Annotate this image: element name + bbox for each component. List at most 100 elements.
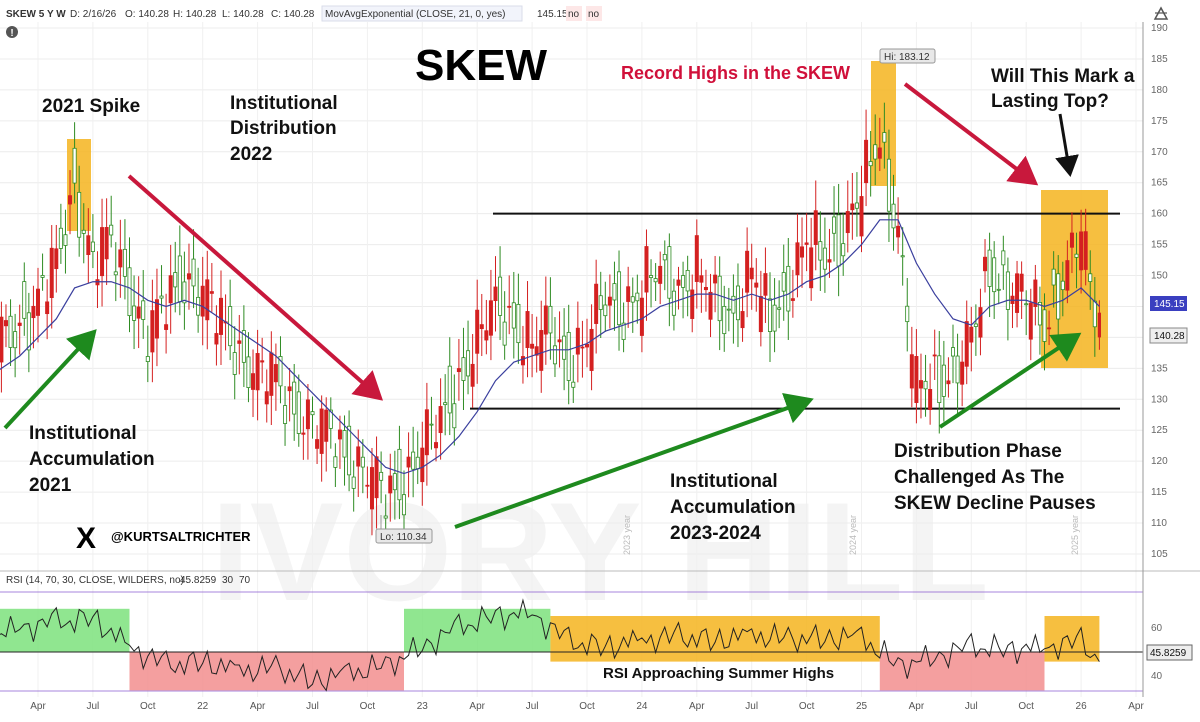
candle-body — [315, 439, 320, 449]
candle-body — [154, 299, 159, 339]
candle-body — [488, 300, 493, 336]
candle-body — [566, 331, 571, 381]
candle-body — [305, 399, 310, 430]
rsi-y-axis: 40 60 — [1151, 623, 1163, 682]
candle-body — [859, 196, 864, 237]
candle-body — [630, 296, 635, 303]
candle-body — [713, 274, 718, 284]
y-tick-label: 170 — [1151, 147, 1168, 158]
candle-body — [328, 409, 333, 429]
candle-body — [214, 333, 219, 345]
candle-body — [374, 456, 379, 499]
rsi-lo: 30 — [222, 575, 234, 586]
candle-body — [81, 229, 86, 234]
candle-body — [356, 446, 361, 467]
candle-body — [260, 360, 265, 363]
candle-body — [145, 356, 150, 363]
candle-body — [552, 345, 557, 365]
candle-body — [205, 279, 210, 321]
candle-body — [383, 515, 388, 519]
accum2021-note-1: Institutional — [29, 423, 137, 444]
rsi-zone-green — [0, 608, 130, 652]
candle-body — [401, 494, 406, 516]
x-tick-label: Oct — [1018, 701, 1034, 712]
candle-body — [1079, 231, 1084, 271]
candle-body — [177, 255, 182, 303]
candle-body — [918, 380, 923, 389]
lo-label: Lo: 110.34 — [380, 532, 427, 543]
candle-body — [923, 380, 928, 390]
candle-body — [845, 211, 850, 234]
candle-body — [122, 248, 127, 277]
candle-body — [525, 311, 530, 349]
candle-body — [781, 272, 786, 292]
year-marker: 2024 year — [848, 515, 858, 555]
candle-body — [571, 381, 576, 388]
candle-body — [1088, 273, 1093, 282]
y-tick-label: 175 — [1151, 116, 1168, 127]
candle-body — [479, 324, 484, 330]
candle-body — [232, 352, 237, 375]
x-tick-label: 23 — [417, 701, 429, 712]
candle-body — [182, 281, 187, 304]
rsi-label[interactable]: RSI (14, 70, 30, CLOSE, WILDERS, no) — [6, 575, 184, 586]
y-tick-label: 105 — [1151, 549, 1168, 560]
candle-body — [667, 246, 672, 299]
candle-body — [877, 147, 882, 159]
candle-body — [470, 363, 475, 387]
candle-body — [1092, 300, 1097, 328]
candle-body — [580, 346, 585, 349]
candle-body — [827, 259, 832, 263]
phase-note-2: Challenged As The — [894, 467, 1064, 488]
close-tag-value: 140.28 — [1154, 331, 1185, 342]
candle-body — [703, 287, 708, 291]
candle-body — [278, 356, 283, 387]
candle-body — [639, 297, 644, 336]
candle-body — [1083, 231, 1088, 270]
red-arrow-record — [903, 82, 1039, 186]
candle-body — [585, 343, 590, 348]
candle-body — [429, 423, 434, 426]
candle-body — [722, 305, 727, 335]
flag-chip-2[interactable] — [586, 6, 602, 21]
candle-body — [882, 132, 887, 143]
flag-chip-1[interactable] — [566, 6, 582, 21]
x-tick-label: Oct — [360, 701, 376, 712]
candle-body — [255, 353, 260, 391]
candle-body — [1024, 303, 1029, 306]
candle-body — [717, 275, 722, 322]
alert-icon[interactable]: ! — [6, 26, 18, 39]
candle-body — [649, 275, 654, 278]
candle-body — [1060, 280, 1065, 291]
x-tick-label: 26 — [1076, 701, 1088, 712]
candle-body — [699, 275, 704, 283]
candle-body — [434, 442, 439, 449]
candle-body — [77, 191, 82, 238]
candle-body — [978, 307, 983, 338]
candle-body — [658, 265, 663, 284]
candle-body — [141, 300, 146, 320]
social-handle: @KURTSALTRICHTER — [111, 529, 251, 544]
candle-body — [319, 408, 324, 454]
flag-2: no — [588, 9, 600, 20]
y-tick-label: 135 — [1151, 363, 1168, 374]
symbol-label[interactable]: SKEW 5 Y W — [6, 9, 66, 20]
year-marker: 2023 year — [622, 515, 632, 555]
candle-body — [392, 473, 397, 491]
y-tick-label: 120 — [1151, 456, 1168, 467]
y-tick-label: 125 — [1151, 425, 1168, 436]
gear-icon[interactable] — [1153, 6, 1169, 20]
open-label: O: 140.28 — [125, 9, 169, 20]
indicator-chip[interactable] — [321, 5, 523, 22]
rsi-zone-red — [879, 652, 1045, 691]
candle-body — [1069, 232, 1074, 248]
top-note-1: Will This Mark a — [991, 66, 1135, 87]
top-highlight — [1041, 190, 1108, 368]
accum2021-note-3: 2021 — [29, 475, 72, 496]
candle-body — [557, 339, 562, 343]
candle-body — [813, 210, 818, 245]
candle-body — [438, 406, 443, 434]
candle-body — [983, 256, 988, 272]
candle-body — [694, 235, 699, 282]
